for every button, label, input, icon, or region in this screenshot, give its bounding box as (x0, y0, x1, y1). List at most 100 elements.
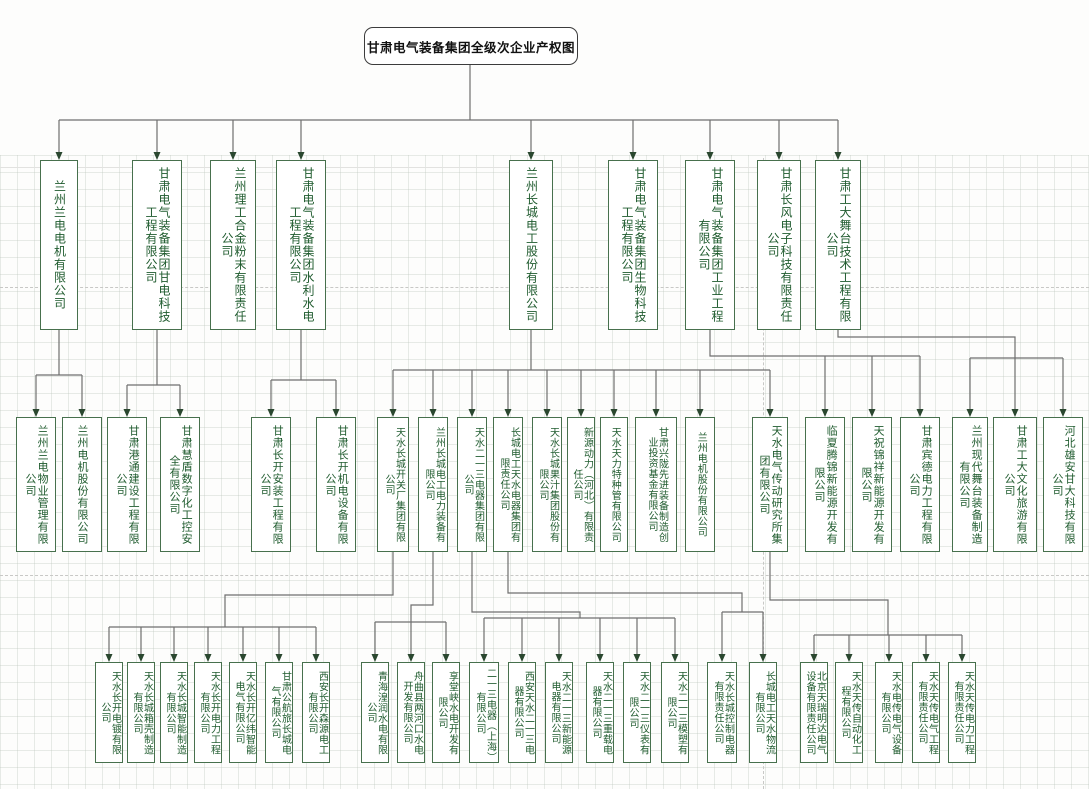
org-node: 天水天传电气工程有限责任公司 (912, 662, 940, 763)
org-node: 天水长城果汁集团股份有限公司 (532, 417, 562, 552)
page-boundary (0, 575, 1089, 576)
org-name: 天水电传电气设备有限公司 (879, 670, 901, 755)
org-node: 甘肃长开安装工程有限公司 (251, 417, 291, 552)
org-node: 天水二一三电器集团有限公司 (457, 417, 487, 552)
org-name: 兰州电机股份有限公司 (76, 424, 89, 545)
org-name: 天水长城箱壳制造有限公司 (131, 670, 153, 755)
org-node: 甘肃宾德电力工程有限公司 (900, 417, 940, 552)
org-node: 甘肃电气装备集团生物科技工程有限公司 (608, 160, 658, 330)
org-node: 天水二一三模塑有限公司 (661, 662, 689, 763)
org-node: 天水长开电镀有限公司 (95, 662, 123, 763)
org-node: 天水长开亿纬智能电气有限公司 (229, 662, 257, 763)
org-name: 甘肃电气装备集团生物科技工程有限公司 (620, 167, 647, 323)
org-node: 天水二一三仪表有限公司 (623, 662, 651, 763)
org-node: 兰州长城电工股份有限公司 (509, 160, 553, 330)
org-name: 天水二一三重载电器有限公司 (590, 670, 612, 755)
org-name: 河北雄安甘大科技有限公司 (1051, 424, 1076, 545)
org-name: 天水二一三模塑有限公司 (665, 670, 687, 755)
org-node: 天水二一三新能源电器有限公司 (545, 662, 573, 763)
org-name: 长城电工天水电器集团有限责任公司 (498, 426, 520, 543)
org-name: 兰州理工合金粉末有限责任公司 (220, 167, 247, 323)
org-node: 舟曲县两河口水电开发有限公司 (397, 662, 425, 763)
org-name: 兰州电机股份有限公司 (695, 432, 707, 537)
org-node: 天祝锦祥新能源开发有限公司 (852, 417, 892, 552)
org-node: 兰州兰电物业管理有限公司 (16, 417, 56, 552)
org-name: 临夏腾锦新能源开发有限公司 (813, 424, 838, 545)
org-name: 甘肃兴陇先进装备制造创业投资基金有限公司 (646, 426, 668, 543)
org-name: 天水长城控制电器有限责任公司 (712, 670, 734, 755)
org-node: 兰州兰电电机有限公司 (40, 160, 78, 330)
org-name: 青海湟润水电有限公司 (365, 670, 387, 755)
org-node: 新源动力（河北）有限责任公司 (567, 417, 595, 552)
org-node: 天水长开电力工程有限公司 (194, 662, 222, 763)
org-node: 甘肃工大文化旅游有限公司 (993, 417, 1037, 552)
org-node: 兰州长城电工电力装备有限公司 (418, 417, 448, 552)
org-node: 兰州现代舞台装备制造有限公司 (952, 417, 988, 552)
org-node: 青海湟润水电有限公司 (361, 662, 389, 763)
org-node: 甘肃公航旅长城电气有限公司 (265, 662, 293, 763)
org-node: 甘肃港通建设工程有限公司 (107, 417, 147, 552)
org-name: 天水二一三新能源电器有限公司 (549, 670, 571, 755)
org-node: 甘肃电气装备集团甘电科技工程有限公司 (132, 160, 182, 330)
org-name: 天水长城开关厂集团有限公司 (383, 426, 405, 543)
org-node: 天水电气传动研究所集团有限公司 (752, 417, 788, 552)
org-name: 甘肃宾德电力工程有限公司 (908, 424, 933, 545)
org-node: 二一三电器（上海）有限公司 (469, 662, 499, 763)
org-node: 北京天瑞明达电气设备有限责任公司 (800, 662, 828, 763)
org-name: 天水二一三仪表有限公司 (627, 670, 649, 755)
org-name: 兰州兰电物业管理有限公司 (24, 424, 49, 545)
org-name: 甘肃工大舞台技术工程有限公司 (825, 167, 852, 323)
org-node: 甘肃长开机电设备有限公司 (316, 417, 356, 552)
org-node: 天水电传电气设备有限公司 (875, 662, 903, 763)
chart-title: 甘肃电气装备集团全级次企业产权图 (366, 40, 575, 55)
org-node: 甘肃长风电子科技有限责任公司 (757, 160, 801, 330)
org-name: 舟曲县两河口水电开发有限公司 (401, 670, 423, 755)
org-name: 长城电工天水物流有限公司 (753, 670, 775, 755)
org-name: 享堂峡水电开发有限公司 (436, 670, 458, 755)
org-node: 天水二一三重载电器有限公司 (586, 662, 614, 763)
org-name: 二一三电器（上海）有限公司 (474, 667, 496, 758)
org-name: 天水天传电气工程有限责任公司 (916, 670, 938, 755)
org-name: 甘肃长风电子科技有限责任公司 (766, 167, 793, 323)
org-name: 西安天水二一三电器有限公司 (512, 670, 534, 755)
org-name: 甘肃工大文化旅游有限公司 (1003, 424, 1028, 545)
org-name: 天水长城果汁集团股份有限公司 (537, 426, 559, 543)
org-node: 甘肃兴陇先进装备制造创业投资基金有限公司 (635, 417, 677, 552)
org-node: 天水天传电力工程有限责任公司 (948, 662, 976, 763)
org-node: 兰州理工合金粉末有限责任公司 (210, 160, 256, 330)
org-name: 天水天传电力工程有限责任公司 (952, 670, 974, 755)
org-name: 甘肃公航旅长城电气有限公司 (269, 670, 291, 755)
org-node: 甘肃工大舞台技术工程有限公司 (815, 160, 861, 330)
org-node: 天水长城箱壳制造有限公司 (127, 662, 155, 763)
org-node: 长城电工天水电器集团有限责任公司 (493, 417, 523, 552)
org-name: 甘肃长开安装工程有限公司 (259, 424, 284, 545)
org-node: 天水天传自动化工程有限公司 (835, 662, 863, 763)
org-name: 天水长开电镀有限公司 (99, 670, 121, 755)
org-node: 西安长开森源电工有限公司 (302, 662, 330, 763)
org-node: 甘肃慧盾数字化工控安全有限公司 (160, 417, 200, 552)
org-name: 兰州长城电工股份有限公司 (524, 167, 539, 323)
org-name: 天水长城智能制造有限公司 (164, 670, 186, 755)
org-name: 甘肃港通建设工程有限公司 (115, 424, 140, 545)
org-name: 天水二一三电器集团有限公司 (462, 426, 484, 543)
org-name: 甘肃电气装备集团甘电科技工程有限公司 (144, 167, 171, 323)
org-node: 享堂峡水电开发有限公司 (432, 662, 460, 763)
org-node: 兰州电机股份有限公司 (685, 417, 715, 552)
org-node: 甘肃电气装备集团工业工程有限公司 (685, 160, 735, 330)
org-name: 甘肃慧盾数字化工控安全有限公司 (168, 424, 193, 545)
org-node: 天水长城控制电器有限责任公司 (707, 662, 737, 763)
chart-title-box: 甘肃电气装备集团全级次企业产权图 (364, 27, 578, 65)
org-name: 天祝锦祥新能源开发有限公司 (860, 424, 885, 545)
org-node: 临夏腾锦新能源开发有限公司 (805, 417, 845, 552)
org-name: 甘肃电气装备集团工业工程有限公司 (697, 167, 724, 323)
org-node: 天水长城智能制造有限公司 (160, 662, 188, 763)
org-node: 天水天力特种管有限公司 (600, 417, 628, 552)
org-name: 天水长开电力工程有限公司 (198, 670, 220, 755)
org-name: 北京天瑞明达电气设备有限责任公司 (804, 670, 826, 755)
org-node: 长城电工天水物流有限公司 (749, 662, 777, 763)
org-node: 河北雄安甘大科技有限公司 (1043, 417, 1083, 552)
org-name: 兰州兰电电机有限公司 (52, 180, 67, 310)
org-name: 天水天力特种管有限公司 (609, 426, 621, 543)
org-name: 兰州长城电工电力装备有限公司 (423, 426, 445, 543)
